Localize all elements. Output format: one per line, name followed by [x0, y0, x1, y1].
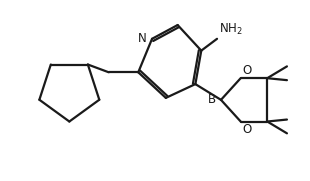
Text: N: N — [138, 32, 147, 45]
Text: O: O — [243, 123, 252, 136]
Text: O: O — [243, 64, 252, 77]
Text: B: B — [208, 93, 216, 106]
Text: NH$_2$: NH$_2$ — [219, 22, 243, 37]
